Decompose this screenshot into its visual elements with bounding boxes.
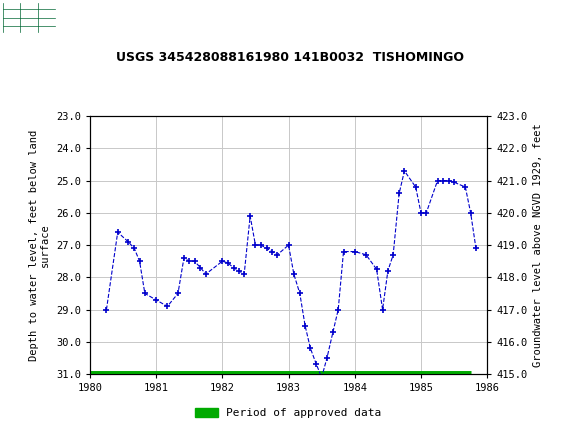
Text: USGS 345428088161980 141B0032  TISHOMINGO: USGS 345428088161980 141B0032 TISHOMINGO xyxy=(116,51,464,64)
Y-axis label: Groundwater level above NGVD 1929, feet: Groundwater level above NGVD 1929, feet xyxy=(533,123,543,367)
Bar xyxy=(3,3,55,32)
Legend: Period of approved data: Period of approved data xyxy=(191,403,386,423)
Y-axis label: Depth to water level, feet below land
surface: Depth to water level, feet below land su… xyxy=(29,129,50,361)
Text: USGS: USGS xyxy=(58,10,105,25)
